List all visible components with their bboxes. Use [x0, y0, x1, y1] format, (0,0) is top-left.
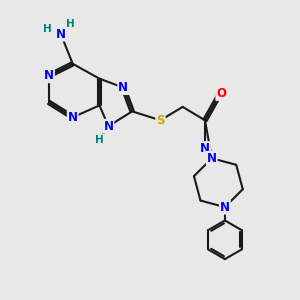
Text: H: H — [66, 19, 75, 29]
Text: N: N — [200, 142, 210, 155]
Text: N: N — [220, 201, 230, 214]
Text: O: O — [216, 87, 226, 100]
Text: H: H — [43, 24, 52, 34]
Text: N: N — [44, 69, 54, 82]
Text: N: N — [68, 111, 78, 124]
Text: S: S — [156, 114, 165, 127]
Text: N: N — [118, 81, 128, 94]
Text: N: N — [56, 28, 66, 40]
Text: H: H — [95, 135, 104, 145]
Text: N: N — [103, 120, 113, 133]
Text: N: N — [207, 152, 217, 165]
